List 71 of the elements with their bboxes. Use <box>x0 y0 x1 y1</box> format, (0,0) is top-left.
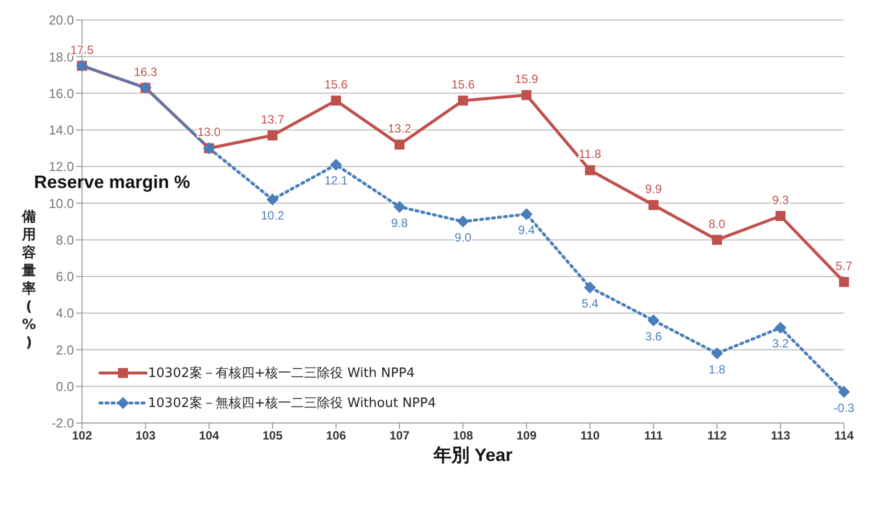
data-label: 9.0 <box>454 230 472 244</box>
data-label: 3.2 <box>772 336 790 351</box>
x-tick-label: 102 <box>72 428 92 443</box>
x-tick-label: 105 <box>262 428 283 443</box>
x-tick-label: 114 <box>834 428 854 443</box>
point <box>330 158 342 171</box>
x-tick-label: 111 <box>644 428 664 443</box>
legend-label: 10302案－有核四+核一二三除役 With NPP4 <box>148 365 415 382</box>
data-label: 9.4 <box>518 223 536 238</box>
data-label: 9.8 <box>391 216 408 230</box>
point <box>458 96 468 106</box>
y-tick-label: 4.0 <box>56 306 74 321</box>
data-label: 13.0 <box>197 125 221 140</box>
data-label: 15.6 <box>324 78 348 92</box>
data-label: 15.9 <box>514 72 538 86</box>
point <box>776 211 786 222</box>
y-tick-label: -2.0 <box>52 416 74 431</box>
y-tick-label: 16.0 <box>48 86 74 101</box>
y-tick-label: 2.0 <box>56 342 74 358</box>
point <box>838 386 850 398</box>
data-label: 15.6 <box>451 78 475 92</box>
x-tick-label: 110 <box>580 428 600 443</box>
x-tick-label: 109 <box>516 428 537 443</box>
data-label: 5.7 <box>836 258 853 273</box>
data-label: -0.3 <box>834 400 855 415</box>
data-label: 10.2 <box>260 208 284 223</box>
x-tick-label: 113 <box>770 428 791 443</box>
y-tick-label: 10.0 <box>48 196 74 211</box>
point <box>839 276 849 287</box>
x-tick-label: 103 <box>135 428 156 443</box>
x-tick-label: 108 <box>452 428 474 443</box>
y-tick-label: 6.0 <box>56 269 74 284</box>
x-tick-label: 104 <box>198 428 220 443</box>
point <box>711 347 723 360</box>
point <box>648 200 658 210</box>
y-tick-label: 20.0 <box>48 12 74 28</box>
point <box>394 140 404 150</box>
data-label: 16.3 <box>134 64 158 79</box>
point <box>520 208 532 220</box>
y-tick-label: 8.0 <box>56 232 74 248</box>
x-tick-label: 107 <box>389 428 410 443</box>
point <box>584 281 596 294</box>
data-label: 8.0 <box>708 216 726 231</box>
y-tick-label: 14.0 <box>48 122 74 138</box>
data-label: 12.1 <box>324 174 348 188</box>
x-tick-label: 112 <box>707 428 728 443</box>
point <box>457 216 469 228</box>
y-tick-label: 0.0 <box>56 378 74 394</box>
point <box>331 96 341 106</box>
point <box>648 314 660 326</box>
data-label: 5.4 <box>582 296 599 310</box>
annotation: Reserve margin % <box>34 172 190 193</box>
point <box>394 200 406 213</box>
data-label: 3.6 <box>645 329 662 344</box>
point <box>268 130 278 140</box>
data-label: 13.2 <box>388 122 412 136</box>
x-axis-title: 年別 Year <box>432 445 513 465</box>
data-label: 9.9 <box>645 182 662 196</box>
x-tick-label: 106 <box>326 428 346 443</box>
point <box>266 194 278 206</box>
data-label: 11.8 <box>578 147 602 162</box>
legend-label: 10302案－無核四+核一二三除役 Without NPP4 <box>148 395 436 412</box>
data-label: 1.8 <box>708 362 726 376</box>
point <box>522 90 532 100</box>
data-label: 9.3 <box>772 193 790 208</box>
point <box>774 322 786 334</box>
point <box>585 165 595 176</box>
point <box>712 234 722 245</box>
y-tick-label: 12.0 <box>48 159 74 174</box>
y-axis-title: 備用容量率(%) <box>20 208 38 352</box>
data-label: 13.7 <box>260 112 284 126</box>
